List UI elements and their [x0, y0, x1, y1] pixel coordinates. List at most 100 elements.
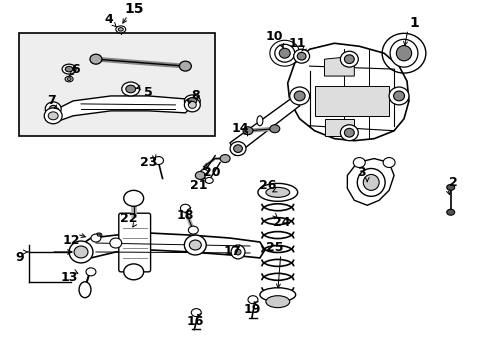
Text: 10: 10 [265, 30, 283, 43]
Ellipse shape [118, 28, 123, 31]
Ellipse shape [49, 105, 57, 112]
Ellipse shape [67, 78, 71, 80]
Ellipse shape [189, 240, 201, 250]
Ellipse shape [69, 241, 93, 263]
Ellipse shape [230, 142, 245, 156]
Ellipse shape [265, 187, 289, 197]
Text: 17: 17 [223, 246, 240, 258]
Ellipse shape [446, 184, 454, 190]
Ellipse shape [122, 82, 140, 96]
Ellipse shape [123, 190, 143, 206]
Ellipse shape [96, 233, 102, 237]
Ellipse shape [97, 234, 100, 236]
Ellipse shape [45, 102, 61, 116]
Ellipse shape [293, 49, 309, 63]
Text: 1: 1 [408, 17, 418, 30]
Ellipse shape [188, 102, 196, 108]
Ellipse shape [233, 145, 242, 152]
Polygon shape [314, 86, 388, 116]
Ellipse shape [195, 171, 205, 179]
Ellipse shape [180, 204, 190, 212]
Ellipse shape [62, 64, 76, 74]
Ellipse shape [393, 91, 404, 101]
Text: 19: 19 [243, 303, 260, 316]
Ellipse shape [125, 85, 135, 93]
Polygon shape [346, 158, 393, 205]
Ellipse shape [179, 61, 191, 71]
Ellipse shape [231, 245, 244, 259]
Ellipse shape [44, 108, 62, 124]
Ellipse shape [79, 282, 91, 298]
Text: 23: 23 [140, 156, 157, 169]
Ellipse shape [184, 95, 200, 107]
Ellipse shape [188, 226, 198, 234]
Ellipse shape [357, 168, 385, 196]
Text: 12: 12 [62, 234, 80, 247]
Ellipse shape [297, 52, 305, 60]
Ellipse shape [65, 76, 73, 82]
Text: 9: 9 [15, 251, 23, 265]
Ellipse shape [388, 87, 408, 105]
Polygon shape [287, 43, 408, 141]
Text: 16: 16 [186, 315, 203, 328]
Text: 15: 15 [123, 3, 143, 17]
Text: 7: 7 [47, 94, 56, 107]
Text: 18: 18 [176, 209, 194, 222]
Ellipse shape [243, 127, 252, 135]
Text: 14: 14 [231, 122, 248, 135]
Ellipse shape [446, 209, 454, 215]
Ellipse shape [353, 158, 365, 167]
Ellipse shape [256, 116, 263, 126]
Ellipse shape [90, 54, 102, 64]
Ellipse shape [389, 39, 417, 67]
Ellipse shape [269, 125, 279, 133]
Polygon shape [73, 233, 264, 260]
Ellipse shape [340, 51, 358, 67]
Ellipse shape [247, 296, 257, 303]
Polygon shape [49, 96, 192, 121]
Ellipse shape [279, 48, 289, 58]
Ellipse shape [48, 112, 58, 120]
Ellipse shape [205, 177, 213, 183]
Text: 4: 4 [104, 13, 113, 26]
Ellipse shape [191, 309, 201, 316]
Ellipse shape [235, 249, 241, 255]
Ellipse shape [153, 157, 163, 165]
Text: 8: 8 [191, 89, 199, 103]
FancyBboxPatch shape [119, 213, 150, 272]
Ellipse shape [294, 91, 305, 101]
Ellipse shape [340, 125, 358, 141]
Ellipse shape [265, 296, 289, 308]
Ellipse shape [110, 238, 122, 248]
Ellipse shape [200, 170, 208, 175]
Text: 20: 20 [203, 166, 221, 179]
Ellipse shape [396, 46, 411, 61]
Polygon shape [230, 96, 299, 156]
Polygon shape [324, 119, 354, 136]
Text: 13: 13 [61, 271, 78, 284]
Ellipse shape [383, 158, 394, 167]
Text: 22: 22 [120, 212, 137, 225]
Ellipse shape [184, 98, 200, 112]
Text: 26: 26 [259, 179, 276, 192]
Text: 6: 6 [72, 63, 80, 76]
Ellipse shape [344, 129, 353, 137]
Ellipse shape [74, 246, 88, 258]
Text: 3: 3 [356, 166, 365, 179]
Text: 5: 5 [144, 86, 153, 99]
Ellipse shape [260, 288, 295, 302]
Ellipse shape [91, 234, 101, 242]
Ellipse shape [289, 87, 309, 105]
Text: 21: 21 [189, 179, 206, 192]
Ellipse shape [344, 55, 353, 64]
Polygon shape [324, 56, 354, 76]
Bar [20, 33, 215, 136]
Ellipse shape [65, 66, 73, 72]
Ellipse shape [184, 235, 206, 255]
Text: 24: 24 [272, 216, 290, 229]
Ellipse shape [123, 264, 143, 280]
Ellipse shape [86, 268, 96, 276]
Ellipse shape [116, 26, 125, 33]
Text: 11: 11 [288, 37, 306, 50]
Ellipse shape [257, 183, 297, 201]
